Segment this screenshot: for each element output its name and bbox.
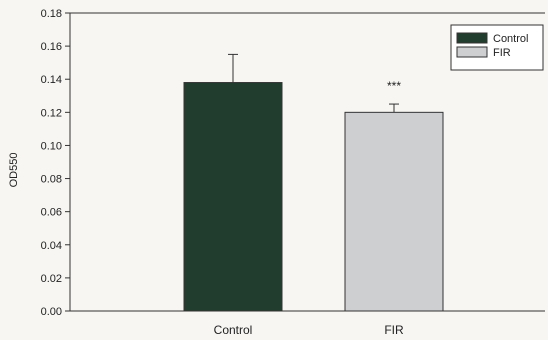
legend-label-control: Control bbox=[493, 33, 528, 45]
y-tick-label: 0.18 bbox=[41, 8, 62, 20]
y-tick-label: 0.12 bbox=[41, 107, 62, 119]
x-tick-label: Control bbox=[214, 323, 253, 337]
y-tick-label: 0.06 bbox=[41, 207, 62, 219]
bar-control bbox=[183, 82, 283, 312]
legend-swatch-fir bbox=[456, 46, 488, 58]
y-axis: 0.00 0.02 0.04 0.06 0.08 0.10 0.12 0.14 0.16 0.18 bbox=[41, 8, 70, 318]
y-tick-label: 0.02 bbox=[41, 273, 62, 285]
significance-annotation: *** bbox=[387, 79, 401, 93]
y-tick-label: 0.04 bbox=[41, 240, 62, 252]
y-tick-label: 0.14 bbox=[41, 74, 62, 86]
y-tick-label: 0.10 bbox=[41, 140, 62, 152]
y-axis-label: OD550 bbox=[8, 153, 20, 188]
x-axis: Control FIR bbox=[214, 323, 404, 337]
legend-swatch-control bbox=[456, 32, 488, 44]
x-tick-label: FIR bbox=[384, 323, 404, 337]
plot-area bbox=[69, 12, 545, 312]
bars-group: *** bbox=[183, 53, 444, 312]
bar-fir bbox=[344, 111, 444, 312]
y-tick-label: 0.08 bbox=[41, 174, 62, 186]
legend: Control FIR bbox=[450, 24, 544, 71]
y-tick-label: 0.16 bbox=[41, 41, 62, 53]
y-tick-label: 0.00 bbox=[41, 306, 62, 318]
legend-label-fir: FIR bbox=[493, 47, 511, 59]
